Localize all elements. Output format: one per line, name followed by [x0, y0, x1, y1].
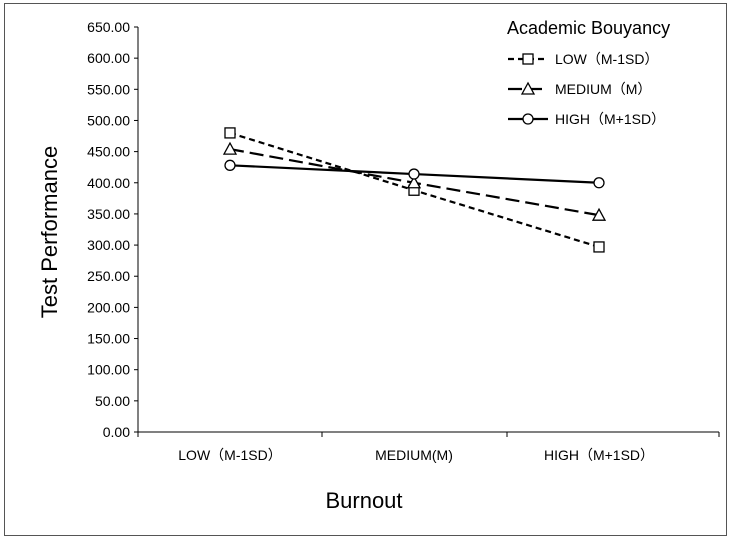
y-tick-label: 500.00: [87, 112, 130, 128]
legend: Academic Bouyancy LOW（M-1SD） MEDIUM（M） HIG…: [507, 18, 670, 127]
axes: [137, 27, 719, 433]
data-point-triangle: [406, 175, 422, 189]
y-tick-label: 0.00: [103, 424, 130, 440]
legend-item: HIGH（M+1SD）: [508, 111, 665, 127]
y-tick-label: 300.00: [87, 237, 130, 253]
series-circle: [224, 159, 605, 189]
data-point-triangle: [222, 141, 238, 155]
y-tick-label: 650.00: [87, 19, 130, 35]
x-tick-label: MEDIUM(M): [375, 447, 453, 463]
y-tick-label: 200.00: [87, 299, 130, 315]
y-tick-label: 450.00: [87, 144, 130, 160]
y-tick-label: 100.00: [87, 362, 130, 378]
chart-frame: [4, 3, 727, 536]
y-tick-label: 50.00: [95, 393, 130, 409]
y-tick-label: 400.00: [87, 175, 130, 191]
y-tick-label: 250.00: [87, 268, 130, 284]
x-tick-label: LOW（M-1SD）: [178, 447, 281, 463]
series-square: [224, 127, 605, 253]
x-axis-title: Burnout: [325, 488, 402, 513]
data-point-triangle: [520, 81, 536, 95]
series-group: [222, 127, 607, 253]
data-point-square: [522, 53, 534, 65]
x-tick-labels: LOW（M-1SD） MEDIUM(M) HIGH（M+1SD）: [137, 432, 720, 463]
data-point-circle: [224, 159, 236, 171]
y-tick-label: 350.00: [87, 206, 130, 222]
legend-label: HIGH（M+1SD）: [555, 111, 665, 127]
data-point-square: [224, 127, 236, 139]
y-tick-label: 150.00: [87, 331, 130, 347]
y-tick-label: 600.00: [87, 50, 130, 66]
y-tick-label: 550.00: [87, 81, 130, 97]
legend-title: Academic Bouyancy: [507, 18, 670, 38]
data-point-triangle: [591, 207, 607, 221]
x-tick-label: HIGH（M+1SD）: [544, 447, 654, 463]
legend-label: MEDIUM（M）: [555, 81, 651, 97]
y-tick-labels: 0.00 50.00 100.00 150.00 200.00 250.00 300.00 3…: [87, 19, 138, 440]
data-point-circle: [408, 168, 420, 180]
data-point-circle: [593, 177, 605, 189]
legend-label: LOW（M-1SD）: [555, 51, 658, 67]
legend-item: MEDIUM（M）: [508, 81, 651, 97]
series-triangle: [222, 141, 607, 221]
legend-item: LOW（M-1SD）: [508, 51, 658, 67]
data-point-circle: [522, 113, 534, 125]
y-axis-title: Test Performance: [37, 146, 62, 318]
data-point-square: [593, 241, 605, 253]
